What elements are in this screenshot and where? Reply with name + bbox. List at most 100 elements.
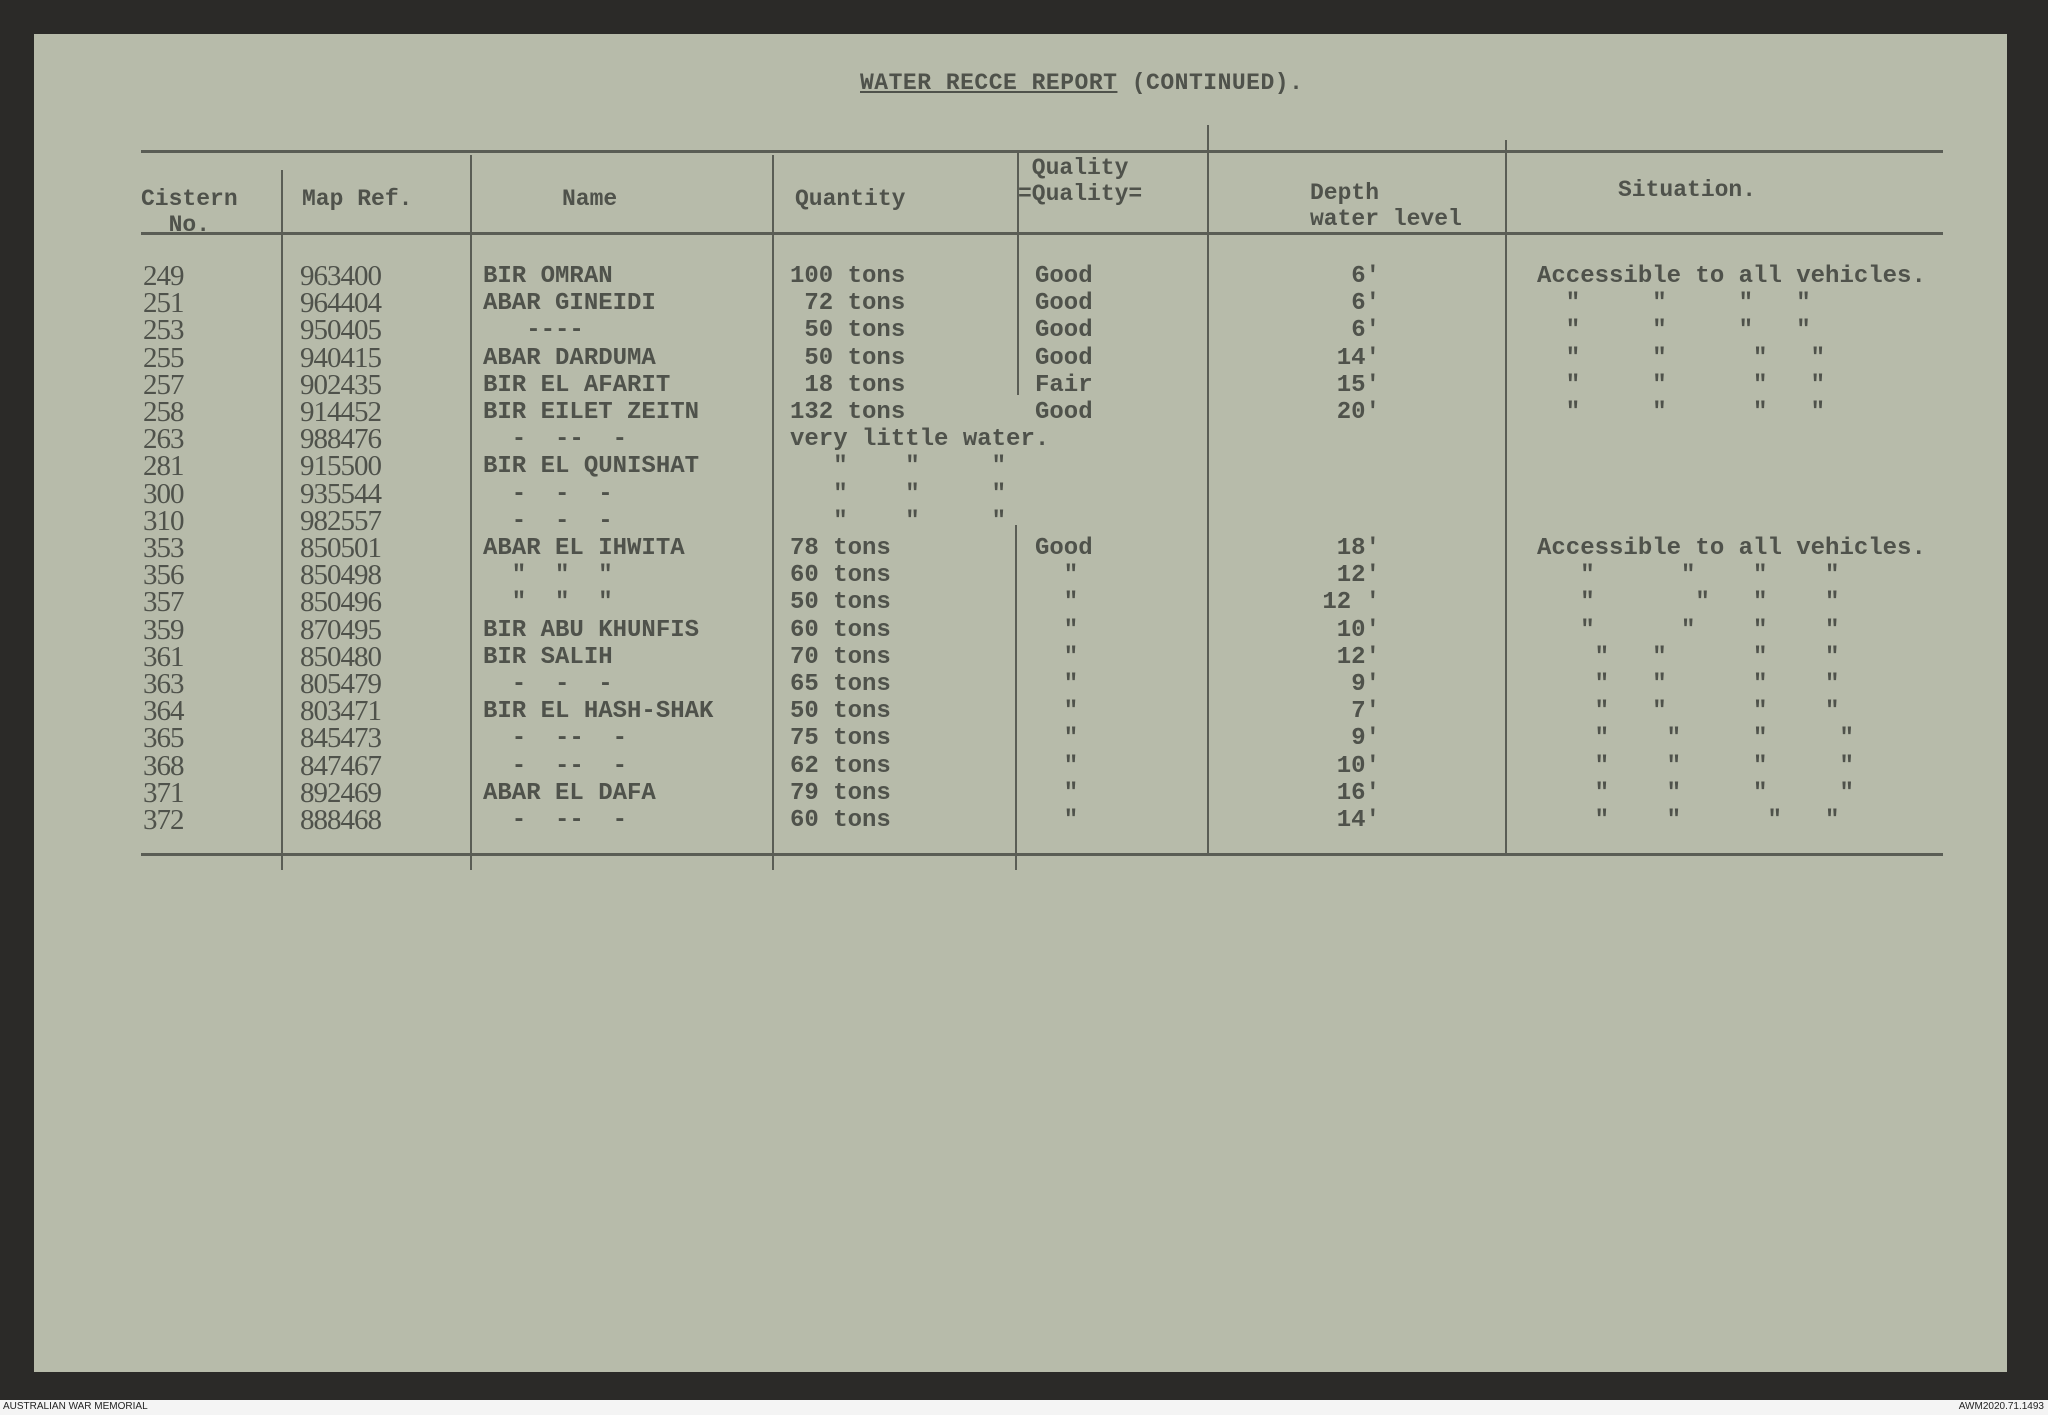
cell-map-ref: 850498 <box>300 559 382 592</box>
cell-situation: " " " " <box>1537 589 1840 617</box>
cell-depth: 9' <box>1351 725 1380 753</box>
cell-quality: " <box>1035 698 1079 726</box>
cell-name: ---- <box>483 317 584 345</box>
column-divider <box>772 155 774 870</box>
table-row: 257 902435 BIR EL AFARIT 18 tons Fair 15' " … <box>0 368 2048 401</box>
document-page <box>34 34 2007 1372</box>
table-row: 300 935544 - - - " " " <box>0 477 2048 510</box>
header-quality: Quality =Quality= <box>1018 155 1143 207</box>
footer-reference: AWM2020.71.1493 <box>1958 1401 2044 1412</box>
cell-map-ref: 850480 <box>300 640 382 673</box>
cell-quality: " <box>1035 725 1079 753</box>
cell-cistern: 300 <box>143 477 184 510</box>
cell-cistern: 281 <box>143 450 184 483</box>
cell-name: - -- - <box>483 752 628 780</box>
table-top-rule <box>141 150 1943 153</box>
table-row: 365 845473 - -- - 75 tons " 9' " " " " <box>0 722 2048 755</box>
cell-map-ref: 902435 <box>300 368 382 401</box>
table-row: 310 982557 - - - " " " <box>0 504 2048 537</box>
cell-cistern: 253 <box>143 314 184 347</box>
table-row: 251 964404 ABAR GINEIDI 72 tons Good 6' " " … <box>0 287 2048 320</box>
cell-depth: 20' <box>1336 399 1380 426</box>
table-row: 253 950405 ---- 50 tons Good 6' " " " " <box>0 314 2048 347</box>
cell-map-ref: 964404 <box>300 287 382 320</box>
cell-depth: 12' <box>1336 643 1380 671</box>
column-divider <box>470 155 472 870</box>
cell-map-ref: 805479 <box>300 668 382 700</box>
cell-map-ref: 950405 <box>300 314 382 347</box>
cell-cistern: 359 <box>143 613 184 646</box>
cell-depth: 10' <box>1336 752 1380 780</box>
cell-quantity: 78 tons <box>790 535 891 562</box>
table-row: 371 892469 ABAR EL DAFA 79 tons " 16' " " " … <box>0 776 2048 809</box>
cell-cistern: 364 <box>143 695 184 728</box>
cell-name: ABAR EL DAFA <box>483 779 656 807</box>
cell-quality: Good <box>1035 344 1093 372</box>
cell-depth: 12 ' <box>1322 589 1380 617</box>
cell-name: - - - <box>483 480 613 508</box>
cell-map-ref: 847467 <box>300 749 382 782</box>
cell-map-ref: 888468 <box>300 804 382 836</box>
table-row: 249 963400 BIR OMRAN 100 tons Good 6' Accessib… <box>0 262 2048 291</box>
cell-quantity: 70 tons <box>790 643 891 671</box>
cell-cistern: 257 <box>143 368 184 401</box>
cell-situation: " " " " <box>1537 752 1854 780</box>
cell-cistern: 251 <box>143 287 184 320</box>
cell-cistern: 372 <box>143 804 184 836</box>
table-row: 258 914452 BIR EILET ZEITN 132 tons Good 20' … <box>0 396 2048 428</box>
table-row: 255 940415 ABAR DARDUMA 50 tons Good 14' " "… <box>0 343 2048 372</box>
cell-depth: 6' <box>1351 317 1380 345</box>
cell-depth: 14' <box>1336 344 1380 372</box>
cell-quantity: 60 tons <box>790 616 891 644</box>
cell-name: BIR EL AFARIT <box>483 371 671 399</box>
cell-name: BIR SALIH <box>483 643 613 671</box>
cell-map-ref: 850501 <box>300 532 382 564</box>
cell-name: - -- - <box>483 725 628 753</box>
cell-situation: " " " " <box>1537 807 1840 834</box>
cell-cistern: 365 <box>143 722 184 755</box>
footer-institution: AUSTRALIAN WAR MEMORIAL <box>3 1401 148 1412</box>
title-main: WATER RECCE REPORT <box>860 70 1118 96</box>
table-row: 263 988476 - -- - very little water. <box>0 423 2048 456</box>
cell-quantity: 50 tons <box>790 589 891 617</box>
cell-name: - - - <box>483 507 613 535</box>
cell-depth: 12' <box>1336 562 1380 590</box>
cell-quality: " <box>1035 752 1079 780</box>
column-divider <box>1207 125 1209 855</box>
cell-situation: " " " " <box>1537 725 1854 753</box>
cell-map-ref: 892469 <box>300 776 382 809</box>
cell-quantity: 72 tons <box>790 290 906 318</box>
cell-map-ref: 845473 <box>300 722 382 755</box>
cell-depth: 7' <box>1351 698 1380 726</box>
cell-quality: Fair <box>1035 371 1093 399</box>
table-bottom-rule <box>141 853 1943 856</box>
cell-quantity: 50 tons <box>790 698 891 726</box>
cell-cistern: 353 <box>143 532 184 564</box>
cell-quality: " <box>1035 589 1079 617</box>
cell-quality: " <box>1035 562 1079 590</box>
cell-name: " " " <box>483 589 613 617</box>
cell-quality: Good <box>1035 399 1093 426</box>
cell-name: ABAR GINEIDI <box>483 290 656 318</box>
cell-quality: " <box>1035 671 1079 698</box>
cell-name: - -- - <box>483 807 628 834</box>
column-divider <box>1015 525 1017 870</box>
column-divider <box>1505 140 1507 855</box>
title-suffix: (CONTINUED). <box>1117 70 1304 96</box>
cell-quantity: 60 tons <box>790 562 891 590</box>
cell-situation: " " " " <box>1537 643 1840 671</box>
cell-map-ref: 935544 <box>300 477 382 510</box>
cell-quantity: " " " <box>790 507 1007 535</box>
cell-situation: Accessible to all vehicles. <box>1537 535 1926 562</box>
cell-name: ABAR EL IHWITA <box>483 535 685 562</box>
cell-quality: Good <box>1035 263 1093 290</box>
header-cistern: Cistern No. <box>141 186 238 238</box>
cell-situation: " " " " <box>1537 371 1826 399</box>
table-row: 363 805479 - - - 65 tons " 9' " " " " <box>0 668 2048 700</box>
cell-cistern: 263 <box>143 423 184 456</box>
cell-map-ref: 914452 <box>300 396 382 428</box>
table-row: 364 803471 BIR EL HASH-SHAK 50 tons " 7' " "… <box>0 695 2048 728</box>
cell-cistern: 310 <box>143 504 184 537</box>
header-bottom-rule <box>141 232 1943 235</box>
column-divider <box>281 170 283 870</box>
